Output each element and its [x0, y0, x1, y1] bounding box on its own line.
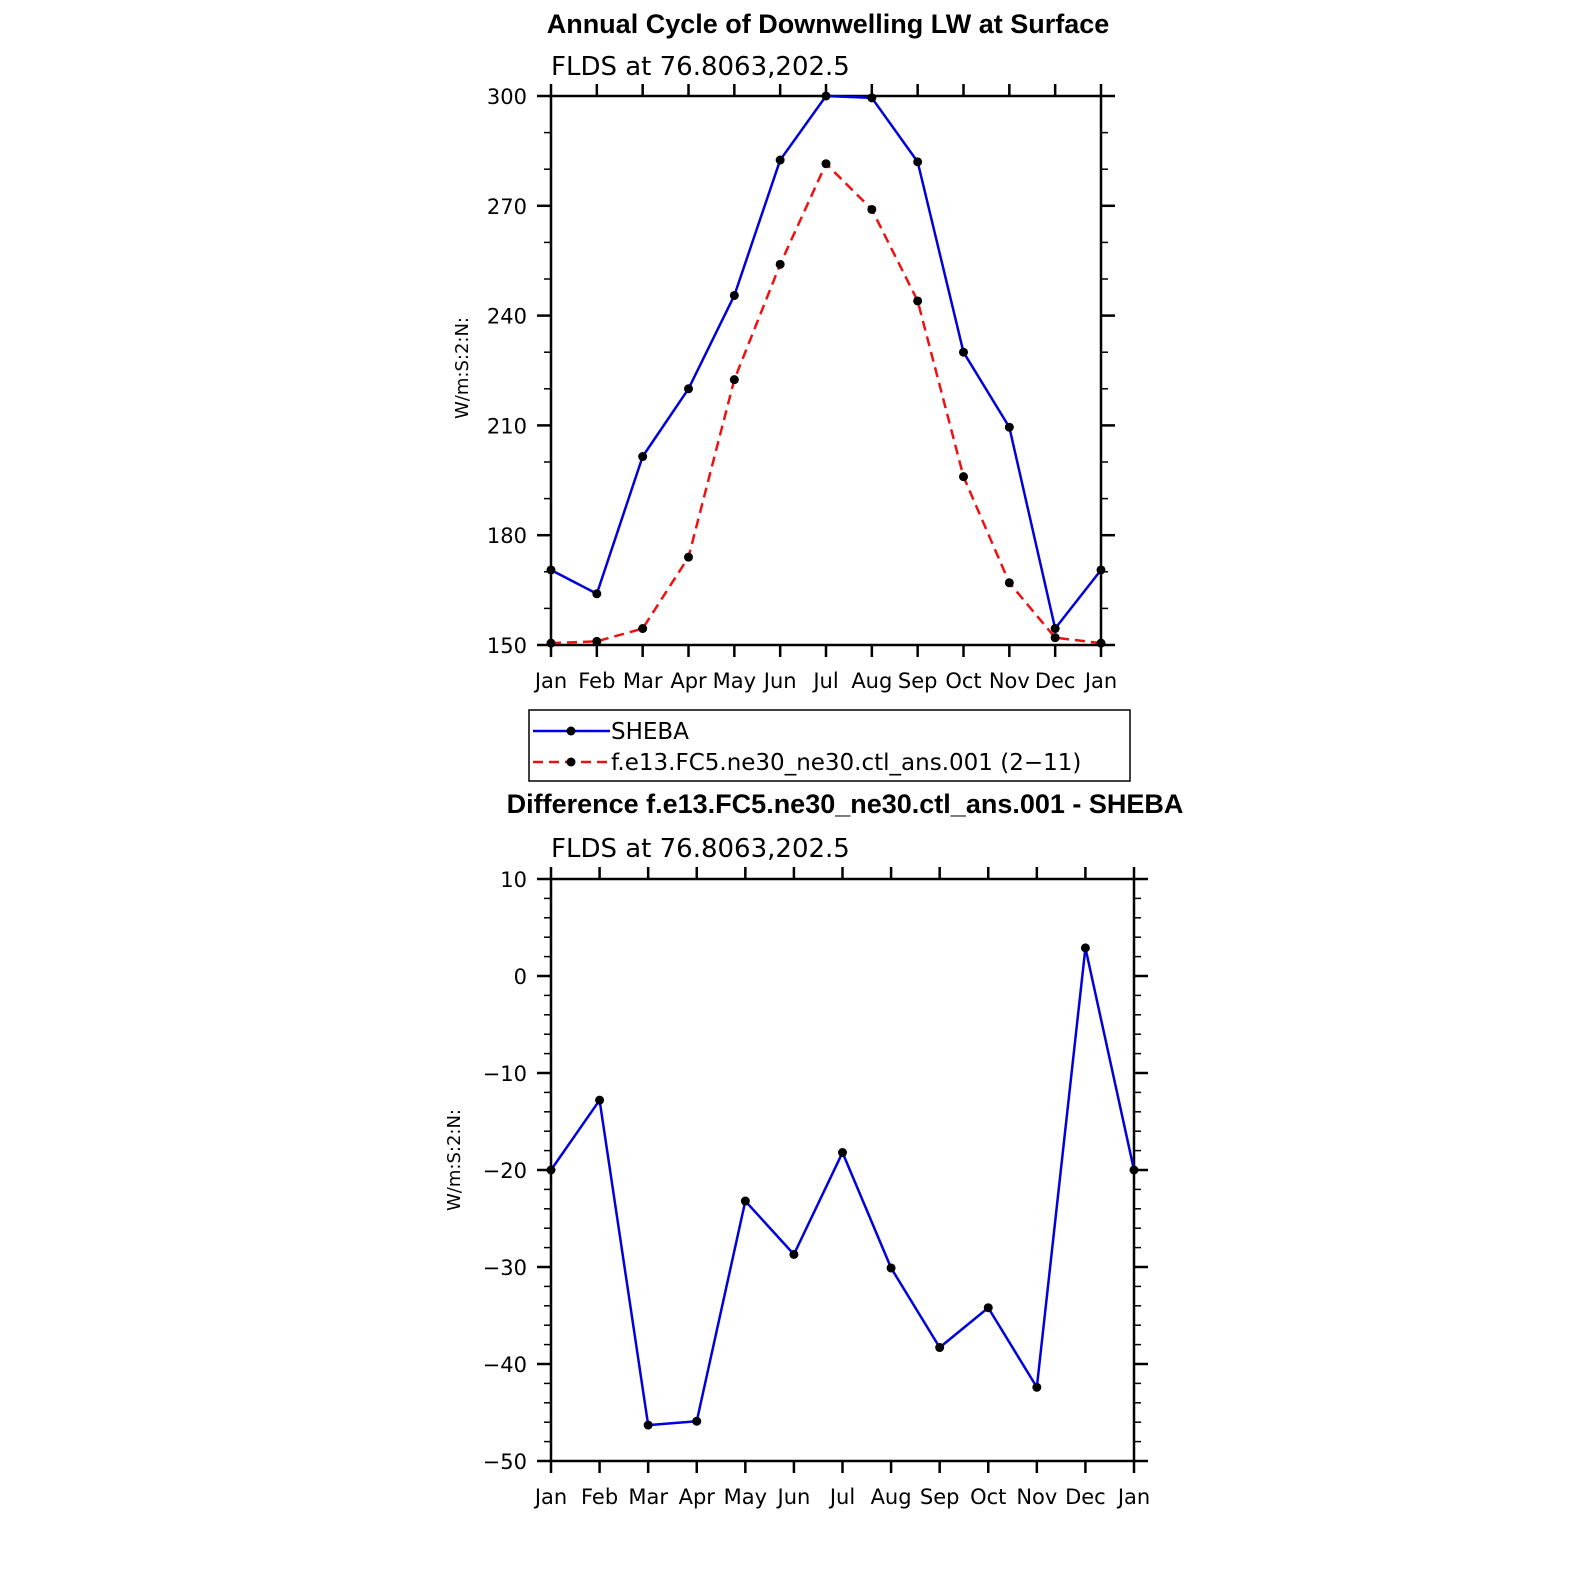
chart-subtitle: FLDS at 76.8063,202.5	[551, 52, 850, 82]
annual-cycle-chart: Annual Cycle of Downwelling LW at Surfac…	[452, 9, 1117, 693]
data-point	[1096, 638, 1106, 648]
x-tick-label: Mar	[623, 669, 663, 693]
y-tick-label: 210	[487, 414, 527, 438]
x-tick-label: May	[713, 669, 756, 693]
x-tick-label: Jul	[811, 669, 838, 693]
x-tick-label: Aug	[871, 1485, 912, 1509]
data-point	[867, 93, 877, 103]
x-tick-label: Feb	[581, 1485, 618, 1509]
x-tick-label: Jul	[828, 1485, 855, 1509]
data-point	[867, 204, 877, 214]
y-tick-label: 0	[514, 965, 527, 989]
y-tick-label: 270	[487, 195, 527, 219]
legend-box	[528, 709, 1131, 782]
x-tick-label: Sep	[920, 1485, 960, 1509]
x-tick-label: Dec	[1035, 669, 1076, 693]
x-tick-label: Nov	[1016, 1485, 1057, 1509]
data-point	[1129, 1165, 1139, 1175]
y-tick-label: 150	[487, 634, 527, 658]
data-point	[821, 91, 831, 101]
legend-label-sheba: SHEBA	[611, 719, 689, 745]
data-point	[592, 636, 602, 646]
chart-subtitle: FLDS at 76.8063,202.5	[551, 834, 850, 864]
data-point	[684, 552, 693, 562]
data-point	[692, 1416, 702, 1426]
data-point	[959, 347, 968, 357]
x-tick-label: Jan	[1083, 669, 1117, 693]
y-tick-label: 300	[487, 85, 527, 109]
series-line-0	[550, 94, 1102, 630]
data-point	[546, 638, 556, 648]
series-line-1	[550, 162, 1102, 645]
legend: SHEBA f.e13.FC5.ne30_ne30.ctl_ans.001 (2…	[528, 709, 1131, 782]
data-point	[1050, 633, 1060, 643]
y-tick-label: −30	[483, 1256, 527, 1280]
x-tick-label: Feb	[578, 669, 615, 693]
x-tick-label: Jan	[1116, 1485, 1150, 1509]
x-tick-label: May	[724, 1485, 767, 1509]
chart-title: Annual Cycle of Downwelling LW at Surfac…	[547, 9, 1110, 39]
legend-marker-sheba	[566, 726, 576, 736]
y-tick-label: −20	[483, 1159, 527, 1183]
y-tick-label: −50	[483, 1450, 527, 1474]
x-tick-label: Jan	[533, 1485, 567, 1509]
series-line-0	[549, 946, 1136, 1427]
data-point	[684, 384, 693, 394]
y-tick-label: 240	[487, 305, 527, 329]
data-point	[775, 155, 785, 165]
difference-chart: Difference f.e13.FC5.ne30_ne30.ctl_ans.0…	[444, 789, 1183, 1509]
x-tick-label: Mar	[628, 1485, 668, 1509]
x-tick-label: Apr	[679, 1485, 716, 1509]
data-point	[1004, 422, 1014, 432]
y-axis-label: W/m:S:2:N:	[452, 317, 473, 419]
x-tick-label: Jun	[762, 669, 797, 693]
data-point	[643, 1420, 653, 1430]
y-tick-label: −10	[483, 1062, 527, 1086]
data-point	[983, 1303, 993, 1313]
x-tick-label: Dec	[1065, 1485, 1106, 1509]
x-tick-label: Jun	[776, 1485, 811, 1509]
data-point	[775, 259, 785, 269]
data-point	[1080, 943, 1090, 953]
x-tick-label: Aug	[851, 669, 892, 693]
chart-title: Difference f.e13.FC5.ne30_ne30.ctl_ans.0…	[507, 789, 1184, 819]
data-point	[638, 452, 648, 462]
plot-frame	[549, 94, 1103, 647]
data-point	[913, 157, 923, 167]
data-point	[729, 290, 739, 300]
y-tick-label: −40	[483, 1353, 527, 1377]
data-point	[1032, 1382, 1042, 1392]
plot-frame	[549, 877, 1136, 1463]
data-point	[546, 1165, 556, 1175]
y-tick-label: 10	[500, 868, 527, 892]
x-tick-label: Jan	[533, 669, 567, 693]
data-point	[1096, 565, 1106, 575]
data-point	[959, 472, 968, 482]
data-point	[821, 159, 831, 169]
x-tick-label: Oct	[970, 1485, 1006, 1509]
x-tick-label: Nov	[989, 669, 1030, 693]
data-point	[886, 1263, 896, 1273]
legend-label-model: f.e13.FC5.ne30_ne30.ctl_ans.001 (2−11)	[611, 750, 1081, 776]
y-axis-label: W/m:S:2:N:	[444, 1109, 465, 1211]
x-tick-label: Apr	[670, 669, 707, 693]
x-tick-label: Sep	[898, 669, 938, 693]
data-point	[592, 589, 602, 599]
data-point	[638, 624, 648, 634]
data-point	[1050, 624, 1060, 634]
data-point	[729, 375, 739, 385]
data-point	[913, 296, 923, 306]
data-point	[546, 565, 556, 575]
y-tick-label: 180	[487, 524, 527, 548]
data-point	[595, 1095, 605, 1105]
legend-marker-model	[566, 757, 576, 767]
data-point	[740, 1196, 750, 1206]
data-point	[935, 1343, 945, 1353]
data-point	[1004, 578, 1014, 588]
data-point	[789, 1249, 799, 1259]
x-tick-label: Oct	[945, 669, 981, 693]
data-point	[838, 1148, 847, 1158]
